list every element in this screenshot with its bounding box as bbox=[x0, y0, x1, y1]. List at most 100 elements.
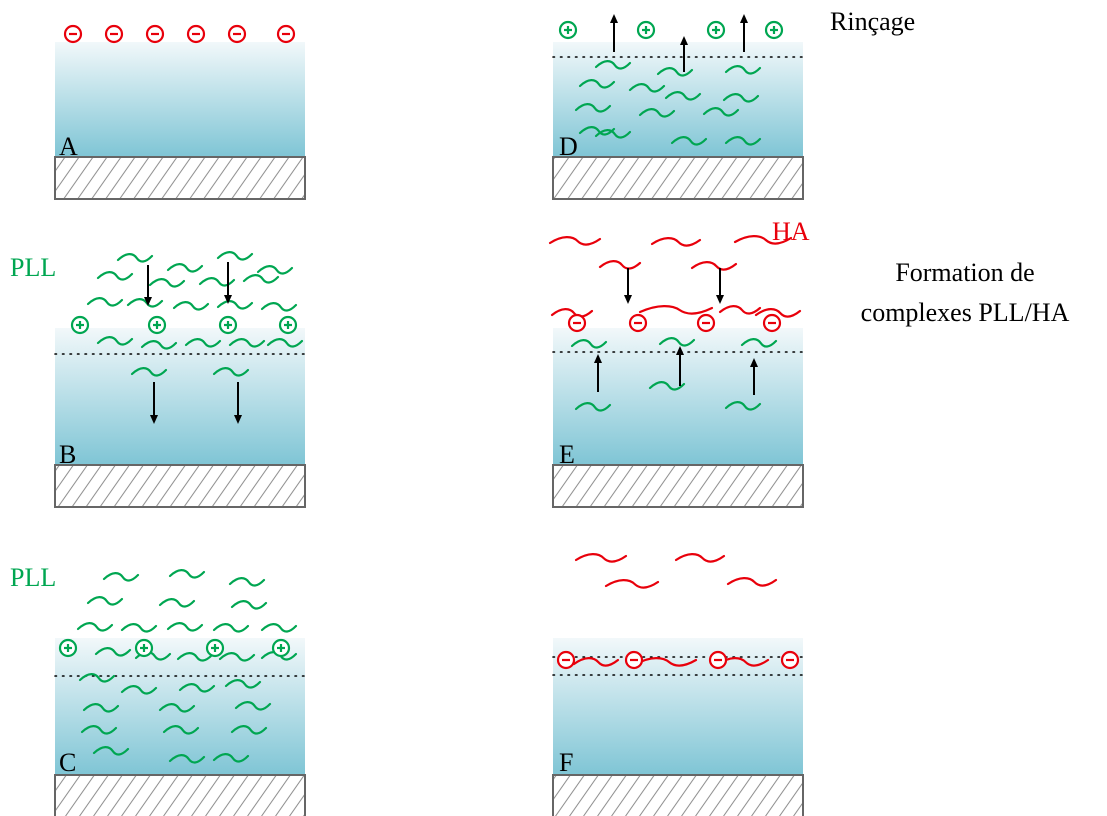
panel-d-chain-4 bbox=[628, 83, 666, 93]
panel-a-charge-4 bbox=[227, 24, 247, 44]
panel-letter-f: F bbox=[559, 748, 573, 777]
panel-d-chain-13 bbox=[594, 129, 632, 139]
panel-b-chain-5 bbox=[148, 278, 186, 288]
panel-d-chain-10 bbox=[578, 126, 616, 136]
panel-c-chain-4 bbox=[158, 598, 196, 608]
panel-b-charge-3 bbox=[278, 315, 298, 335]
label-pll-b: PLL bbox=[10, 253, 56, 282]
panel-b-chain-19 bbox=[212, 367, 250, 377]
panel-f-charge-1 bbox=[624, 650, 644, 670]
panel-c-chain-5 bbox=[230, 600, 268, 610]
panel-e-ha-chain-3 bbox=[598, 260, 642, 270]
panel-d-charge-0 bbox=[558, 20, 578, 40]
panel-b-chain-16 bbox=[228, 338, 266, 348]
panel-c-chain-22 bbox=[234, 701, 272, 711]
panel-e-pll-chain-4 bbox=[648, 381, 686, 391]
panel-a-charge-1 bbox=[104, 24, 124, 44]
panel-b-charge-0 bbox=[70, 315, 90, 335]
label-ha: HA bbox=[772, 217, 810, 246]
panel-f-ha-chain-2 bbox=[604, 579, 660, 589]
panel-b-chain-3 bbox=[256, 265, 294, 275]
panel-f-ha-chain-6 bbox=[716, 657, 770, 667]
panel-e-ha-chain-7 bbox=[718, 305, 762, 315]
panel-e-pll-chain-2 bbox=[740, 338, 778, 348]
panel-a-charge-5 bbox=[276, 24, 296, 44]
panel-b-chain-0 bbox=[116, 253, 154, 263]
panel-d-chain-1 bbox=[656, 67, 694, 77]
panel-d-chain-8 bbox=[638, 108, 676, 118]
panel-d-charge-2 bbox=[706, 20, 726, 40]
panel-d-chain-11 bbox=[670, 136, 708, 146]
panel-d-chain-9 bbox=[702, 107, 740, 117]
panel-c-charge-2 bbox=[205, 638, 225, 658]
panel-e-pll-chain-1 bbox=[658, 337, 696, 347]
panel-e-charge-2 bbox=[696, 313, 716, 333]
film-layer-b bbox=[55, 328, 305, 465]
panel-c-chain-6 bbox=[76, 622, 114, 632]
panel-c-charge-1 bbox=[134, 638, 154, 658]
panel-c-chain-2 bbox=[228, 577, 266, 587]
panel-f-charge-2 bbox=[708, 650, 728, 670]
panel-e-ha-chain-8 bbox=[754, 308, 802, 318]
panel-c-chain-3 bbox=[86, 596, 124, 606]
panel-d-charge-1 bbox=[636, 20, 656, 40]
panel-b-chain-13 bbox=[96, 336, 134, 346]
panel-b-chain-18 bbox=[130, 367, 168, 377]
panel-b-chain-8 bbox=[86, 297, 124, 307]
panel-d-chain-2 bbox=[724, 65, 762, 75]
panel-c-chain-20 bbox=[82, 703, 120, 713]
panel-e-charge-1 bbox=[628, 313, 648, 333]
panel-letter-e: E bbox=[559, 440, 575, 469]
panel-f-charge-0 bbox=[556, 650, 576, 670]
panel-e-ha-chain-1 bbox=[650, 237, 702, 247]
panel-e-ha-chain-5 bbox=[550, 308, 594, 318]
film-layer-c bbox=[55, 638, 305, 775]
label-pll-c: PLL bbox=[10, 563, 56, 592]
panel-c-chain-9 bbox=[212, 623, 250, 633]
film-layer-e bbox=[553, 328, 803, 465]
panel-b-chain-1 bbox=[166, 263, 204, 273]
panel-b-chain-12 bbox=[260, 302, 298, 312]
panel-c-chain-26 bbox=[92, 746, 130, 756]
panel-c-chain-13 bbox=[176, 652, 214, 662]
substrate-hatch-d bbox=[552, 156, 804, 200]
panel-c-chain-8 bbox=[166, 622, 204, 632]
panel-letter-a: A bbox=[59, 132, 78, 161]
panel-e-ha-chain-4 bbox=[690, 261, 738, 271]
film-layer-a bbox=[55, 42, 305, 157]
panel-d-chain-12 bbox=[724, 136, 762, 146]
panel-e-pll-chain-3 bbox=[574, 402, 612, 412]
film-layer-f bbox=[553, 638, 803, 775]
panel-f-ha-chain-0 bbox=[574, 553, 628, 563]
substrate-hatch-f bbox=[552, 774, 804, 816]
panel-b-charge-2 bbox=[218, 315, 238, 335]
panel-c-chain-14 bbox=[218, 652, 256, 662]
panel-e-ha-chain-0 bbox=[548, 236, 602, 246]
panel-c-chain-17 bbox=[120, 685, 158, 695]
panel-c-chain-27 bbox=[168, 754, 206, 764]
panel-b-charge-1 bbox=[147, 315, 167, 335]
panel-d-chain-5 bbox=[664, 91, 702, 101]
panel-c-chain-7 bbox=[120, 623, 158, 633]
panel-c-chain-10 bbox=[260, 623, 298, 633]
panel-a-charge-3 bbox=[186, 24, 206, 44]
panel-d-chain-0 bbox=[594, 60, 632, 70]
panel-letter-d: D bbox=[559, 132, 578, 161]
panel-c-chain-23 bbox=[80, 725, 118, 735]
panel-f-ha-chain-3 bbox=[726, 577, 778, 587]
label-formation-line2: complexes PLL/HA bbox=[861, 298, 1070, 327]
panel-f-charge-3 bbox=[780, 650, 800, 670]
substrate-hatch-a bbox=[54, 156, 306, 200]
panel-c-chain-18 bbox=[178, 683, 216, 693]
panel-f-ha-chain-1 bbox=[674, 553, 726, 563]
panel-b-chain-4 bbox=[96, 271, 134, 281]
panel-b-chain-10 bbox=[172, 301, 210, 311]
panel-letter-b: B bbox=[59, 440, 76, 469]
panel-f-ha-chain-5 bbox=[634, 657, 698, 667]
panel-a-charge-2 bbox=[145, 24, 165, 44]
panel-d-charge-3 bbox=[764, 20, 784, 40]
panel-a-charge-0 bbox=[63, 24, 83, 44]
panel-d-chain-6 bbox=[722, 93, 760, 103]
panel-c-chain-24 bbox=[162, 725, 200, 735]
